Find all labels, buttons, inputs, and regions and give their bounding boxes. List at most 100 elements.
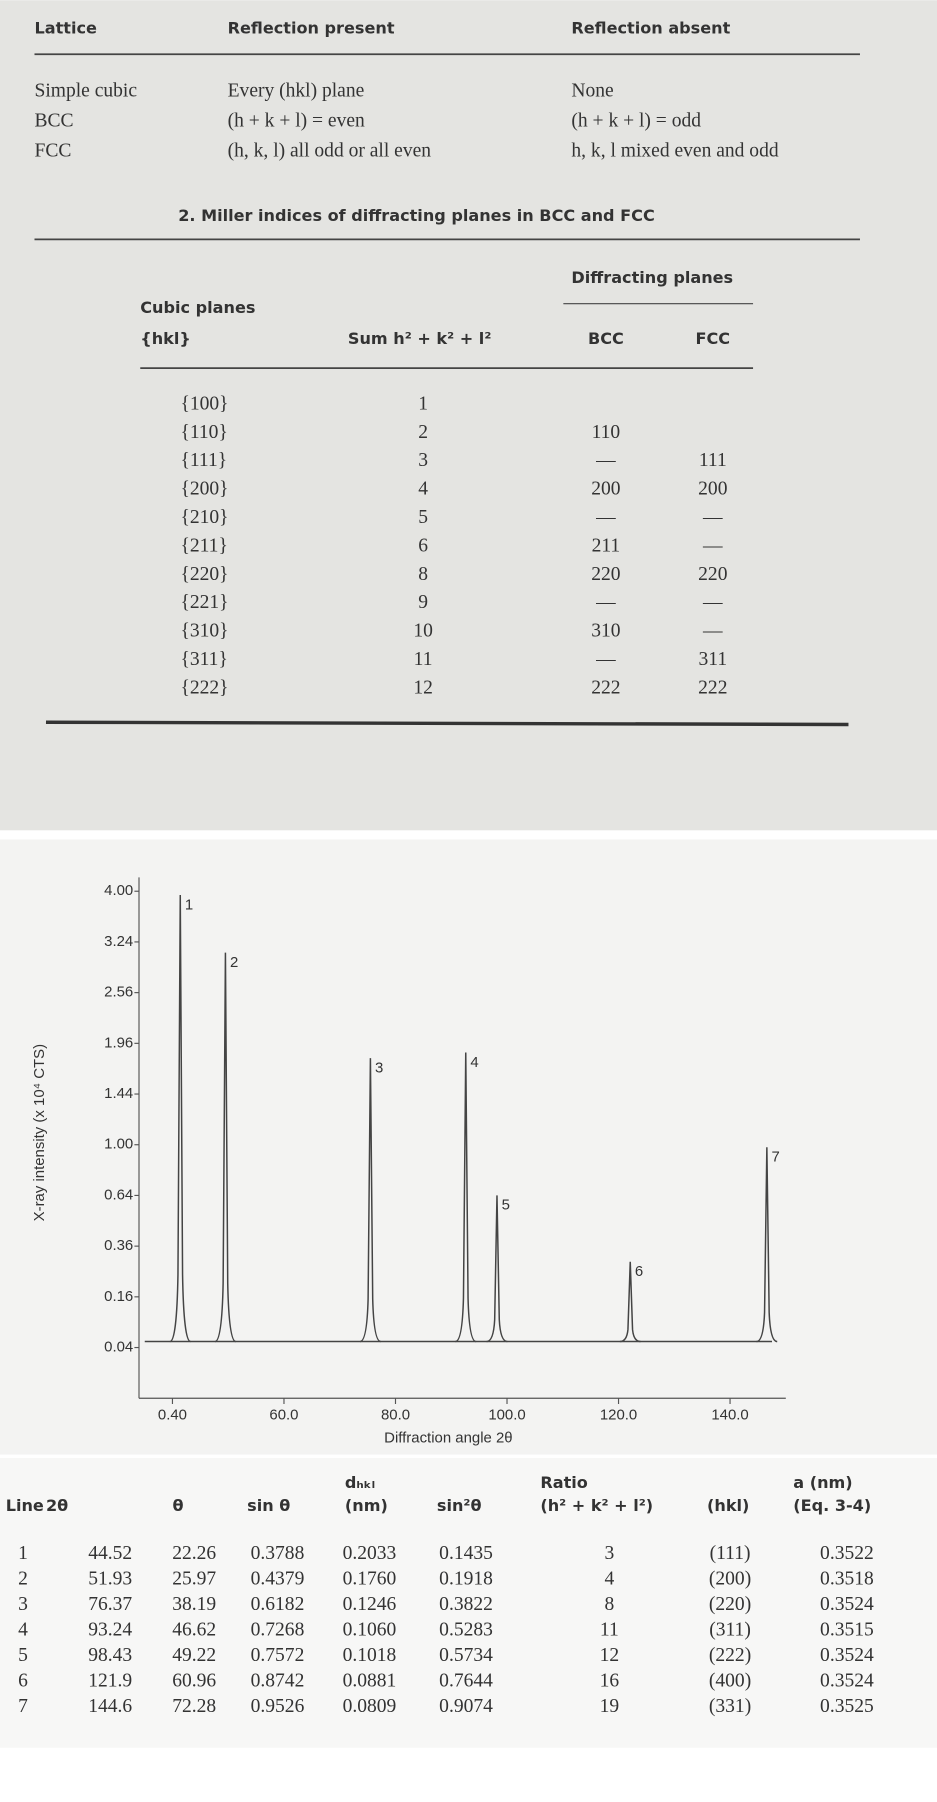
cell: (h + k + l) = even [228,111,365,132]
cell: 9 [418,592,428,613]
cell: 19 [600,1696,620,1717]
cell: 4 [604,1569,614,1590]
cell: (111) [710,1543,751,1564]
cell: 7 [18,1696,28,1717]
cell: Every (hkl) plane [228,81,365,102]
cell: (200) [709,1569,751,1590]
cell: 11 [600,1620,619,1641]
cell: — [595,592,616,613]
peak-label: 5 [502,1197,510,1214]
y-tick-label: 0.04 [104,1338,133,1355]
cell: 12 [600,1645,620,1666]
column-header: sin²θ [437,1496,482,1515]
cell: — [595,507,616,528]
rule [45,720,849,727]
cell: 0.4379 [251,1569,305,1590]
y-tick-label: 0.36 [104,1237,133,1254]
y-tick-label: 2.56 [104,984,133,1001]
cell: 98.43 [88,1645,132,1666]
x-tick-label: 120.0 [600,1406,637,1423]
cell: 25.97 [172,1569,216,1590]
cell: Simple cubic [34,81,137,102]
cell: 38.19 [172,1594,216,1615]
cell: 93.24 [88,1620,132,1641]
peak [169,895,191,1343]
column-header: θ [172,1496,183,1515]
cell: 6 [18,1671,28,1692]
cell: 1 [18,1543,28,1564]
cell: 16 [600,1671,620,1692]
cell: 0.3518 [820,1569,874,1590]
peak [486,1195,508,1343]
peak-label: 7 [771,1149,779,1166]
cell: 0.6182 [251,1594,305,1615]
cell: 2 [18,1569,28,1590]
cell: 51.93 [88,1569,132,1590]
cell: 121.9 [88,1671,132,1692]
cell: BCC [34,111,73,132]
cell: 0.3524 [820,1645,874,1666]
cell: 200 [698,479,728,500]
cell: 0.7268 [251,1620,305,1641]
cell: 0.3788 [251,1543,305,1564]
cell: (311) [709,1620,751,1641]
cell: 110 [592,422,621,443]
cell: — [595,649,616,670]
cell: 0.9526 [251,1696,305,1717]
cell: 220 [591,564,621,585]
cell: 200 [591,479,621,500]
cell: 11 [414,649,433,670]
peak-label: 6 [635,1263,643,1280]
column-header: Ratio [540,1473,587,1492]
table-title: 2. Miller indices of diffracting planes … [178,206,655,225]
cell: {222} [181,677,229,698]
cell: 0.7644 [439,1671,493,1692]
cell: 8 [604,1594,614,1615]
cell: (h, k, l) all odd or all even [228,140,432,161]
cell: 12 [413,677,433,698]
column-header: (nm) [345,1496,388,1515]
cell: (331) [709,1696,751,1717]
x-tick-label: 100.0 [488,1406,525,1423]
group-header: Diffracting planes [571,268,733,287]
peak [455,1052,477,1343]
cell: {111} [181,450,228,471]
cell: 0.0881 [343,1671,397,1692]
cell: 111 [699,450,727,471]
peak [359,1058,382,1343]
cell: 10 [413,621,433,642]
column-header: Cubic planes [140,298,255,317]
cell: 0.0809 [343,1696,397,1717]
cell: 310 [591,621,621,642]
cell: {311} [181,649,228,670]
x-tick-label: 60.0 [269,1406,298,1423]
cell: 0.9074 [439,1696,493,1717]
cell: 4 [18,1620,28,1641]
column-header: Lattice [34,18,97,37]
peak [756,1147,778,1343]
column-header: (h² + k² + l²) [540,1496,653,1515]
cell: — [702,621,723,642]
column-header: Reflection present [228,18,395,37]
peak-label: 1 [185,896,193,913]
column-header: (Eq. 3-4) [793,1496,871,1515]
top-paper [0,0,937,831]
cell: 0.2033 [343,1543,397,1564]
cell: {200} [181,479,229,500]
cell: 0.3822 [439,1594,493,1615]
x-tick-label: 140.0 [711,1406,748,1423]
cell: 5 [418,507,428,528]
cell: 2 [418,422,428,443]
cell: 0.1060 [343,1620,397,1641]
cell: — [595,450,616,471]
column-header: 2θ [46,1496,68,1515]
cell: 311 [699,649,728,670]
column-header: a (nm) [793,1473,852,1492]
cell: h, k, l mixed even and odd [571,140,778,161]
cell: 222 [698,677,727,698]
cell: — [702,535,723,556]
cell: None [571,81,613,102]
cell: {100} [181,393,229,414]
